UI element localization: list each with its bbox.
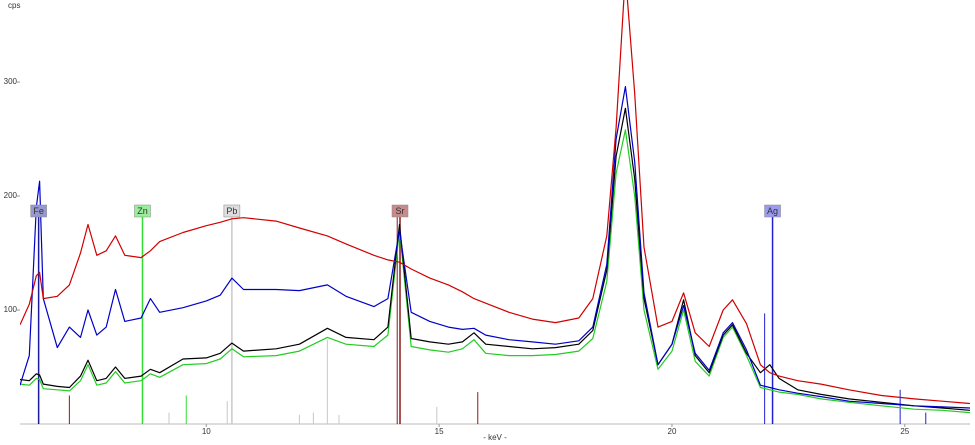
y-tick-label: 200 (4, 191, 18, 200)
element-label-box (391, 204, 409, 218)
element-label: Zn (137, 206, 148, 216)
x-tick-label: 25 (900, 427, 909, 436)
element-label-box (764, 204, 781, 218)
spectrum-line (20, 85, 970, 409)
element-label: Pb (226, 206, 237, 216)
x-axis-label: - keV - (483, 433, 507, 442)
element-label-box (30, 204, 47, 218)
x-tick-label: 15 (435, 427, 444, 436)
x-tick-label: 10 (202, 427, 211, 436)
spectrum-line (20, 129, 970, 414)
element-label: Fe (33, 206, 44, 216)
y-axis-label: cps (8, 1, 20, 10)
y-tick-label: 100 (4, 305, 18, 314)
plot-area (20, 0, 970, 424)
element-label-box (223, 204, 241, 218)
spectrum-line (20, 107, 970, 411)
element-label: Sr (396, 206, 405, 216)
x-tick-label: 20 (668, 427, 677, 436)
spectrum-line (20, 0, 970, 405)
element-label-box (134, 204, 151, 218)
y-tick-label: 300 (4, 77, 18, 86)
element-label: Ag (767, 206, 778, 216)
